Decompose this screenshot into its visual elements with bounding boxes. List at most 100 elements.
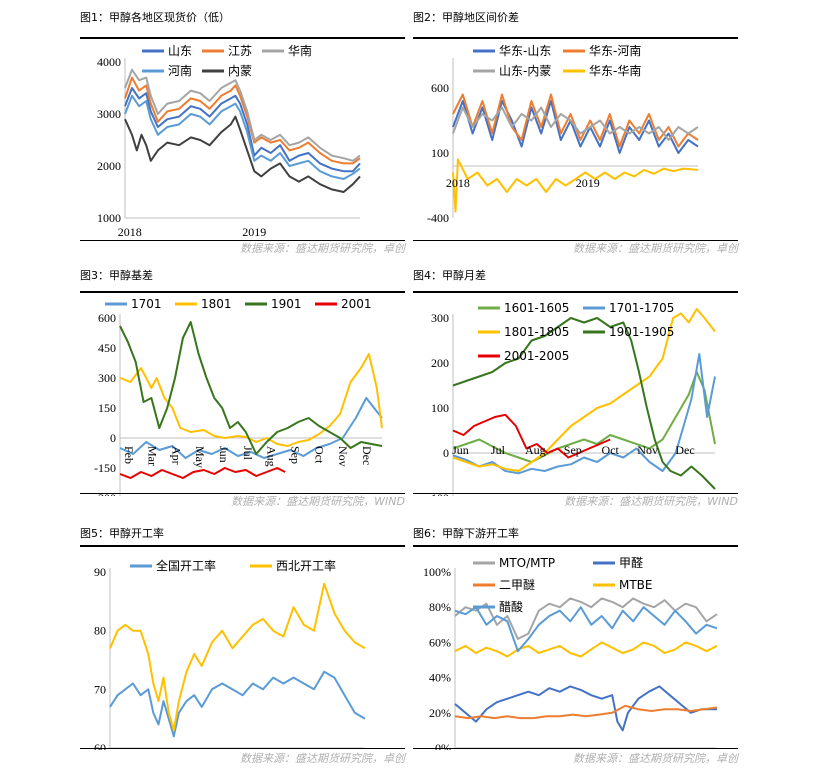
source-note: 数据来源：盛达期货研究院，WIND	[231, 495, 405, 508]
chart-6: 0%20%40%60%80%100%20182019MTO/MTP甲醛二甲醚MT…	[423, 555, 718, 750]
source-note: 数据来源：盛达期货研究院，WIND	[564, 495, 738, 508]
y-tick-label: 60%	[429, 635, 451, 649]
x-tick-label: Aug	[265, 446, 279, 467]
y-tick-label: 20%	[429, 706, 451, 720]
y-tick-label: 0%	[435, 741, 451, 750]
y-tick-label: 1000	[97, 211, 121, 225]
x-tick-label: Dec	[360, 446, 374, 465]
panel-3: 图3：甲醇基差 -300-1500150300450600FebMarAprMa…	[80, 268, 405, 513]
panel-6: 图6：甲醇下游开工率 0%20%40%60%80%100%20182019MTO…	[413, 526, 738, 771]
y-tick-label: 300	[431, 311, 449, 325]
source-note: 数据来源：盛达期货研究院，卓创	[573, 242, 738, 255]
panel-5: 图5：甲醇开工率 6070809020182019全国开工率西北开工率 数据来源…	[80, 526, 405, 771]
divider	[80, 545, 405, 547]
chart-3: -300-1500150300450600FebMarAprMayJunJulA…	[94, 297, 383, 496]
series-line	[452, 106, 699, 141]
divider	[80, 748, 405, 749]
divider	[413, 493, 738, 494]
panel-title: 图2：甲醇地区间价差	[413, 11, 519, 24]
legend-label: MTBE	[619, 578, 653, 592]
divider	[80, 240, 405, 241]
series-line	[124, 68, 361, 162]
x-tick-label: 2018	[118, 225, 142, 239]
x-tick-label: Nov	[336, 446, 350, 467]
y-tick-label: 0	[110, 431, 116, 445]
series-line	[119, 397, 383, 459]
y-tick-label: 80	[94, 624, 106, 638]
source-note: 数据来源：盛达期货研究院，卓创	[240, 242, 405, 255]
series-line	[452, 371, 716, 463]
chart-5: 6070809020182019全国开工率西北开工率	[94, 558, 366, 750]
y-tick-label: 90	[94, 565, 106, 579]
source-note: 数据来源：盛达期货研究院，卓创	[240, 752, 405, 765]
y-tick-label: 40%	[429, 671, 451, 685]
x-tick-label: Aug	[525, 443, 546, 457]
divider	[413, 291, 738, 293]
legend-label: 1901-1905	[609, 325, 674, 339]
y-tick-label: 600	[98, 311, 116, 325]
series-line	[109, 670, 366, 738]
series-line	[454, 606, 718, 653]
x-tick-label: 2018	[446, 176, 470, 190]
legend-label: 华东-华南	[589, 63, 641, 78]
panel-title: 图1：甲醇各地区现货价（低）	[80, 11, 230, 24]
legend-label: 1701-1705	[609, 301, 674, 315]
legend-label: 1801-1805	[504, 325, 569, 339]
y-tick-label: 150	[98, 401, 116, 415]
legend-label: 1601-1605	[504, 301, 569, 315]
series-line	[452, 413, 611, 459]
divider	[413, 545, 738, 547]
chart-4: -1000100200300JunJulAugSepOctNovDec1601-…	[427, 301, 716, 496]
panel-1: 图1：甲醇各地区现货价（低） 1000 2000 3000 4000 2018 2019 山…	[80, 10, 405, 255]
x-tick-label: Dec	[675, 443, 694, 457]
y-tick-label: 60	[94, 741, 106, 750]
legend-label: MTO/MTP	[499, 556, 555, 570]
legend-label: 醋酸	[499, 599, 523, 614]
x-tick-label: Apr	[169, 446, 183, 465]
legend-label: 1701	[131, 297, 162, 311]
legend-label: 1801	[201, 297, 232, 311]
y-tick-label: 80%	[429, 600, 451, 614]
y-tick-label: 100%	[423, 565, 451, 579]
y-tick-label: 200	[431, 356, 449, 370]
y-tick-label: -400	[427, 211, 449, 225]
y-tick-label: 450	[98, 341, 116, 355]
divider	[80, 37, 405, 39]
divider	[413, 37, 738, 39]
legend-label: 西北开工率	[276, 558, 336, 573]
series-line	[452, 100, 699, 154]
legend-label: 河南	[168, 63, 192, 78]
legend-label: 二甲醚	[499, 578, 535, 592]
x-tick-label: Jul	[491, 443, 506, 457]
y-tick-label: 4000	[97, 55, 121, 69]
source-note: 数据来源：盛达期货研究院，卓创	[573, 752, 738, 765]
y-tick-label: 100	[431, 401, 449, 415]
panel-4: 图4：甲醇月差 -1000100200300JunJulAugSepOctNov…	[413, 268, 738, 513]
legend-label: 2001	[341, 297, 372, 311]
x-tick-label: 2019	[576, 176, 600, 190]
series-line	[124, 76, 361, 165]
series-line	[452, 158, 699, 213]
y-tick-label: -150	[94, 461, 116, 475]
x-tick-label: 2019	[242, 225, 266, 239]
series-line	[452, 93, 699, 148]
legend-label: 1901	[271, 297, 302, 311]
legend-label: 江苏	[228, 44, 252, 58]
series-line	[124, 115, 361, 193]
y-tick-label: 300	[98, 371, 116, 385]
legend-label: 山东-内蒙	[499, 64, 551, 78]
series-line	[454, 685, 717, 732]
divider	[80, 493, 405, 494]
series-line	[454, 597, 718, 640]
series-line	[109, 582, 366, 732]
x-tick-label: Jul	[241, 446, 255, 461]
divider	[80, 291, 405, 293]
legend-label: 华东-河南	[589, 43, 641, 58]
x-tick-label: Mar	[146, 446, 160, 466]
y-tick-label: 2000	[97, 159, 121, 173]
x-tick-label: Oct	[312, 446, 326, 464]
series-line	[119, 353, 383, 447]
legend-label: 山东	[168, 44, 192, 58]
